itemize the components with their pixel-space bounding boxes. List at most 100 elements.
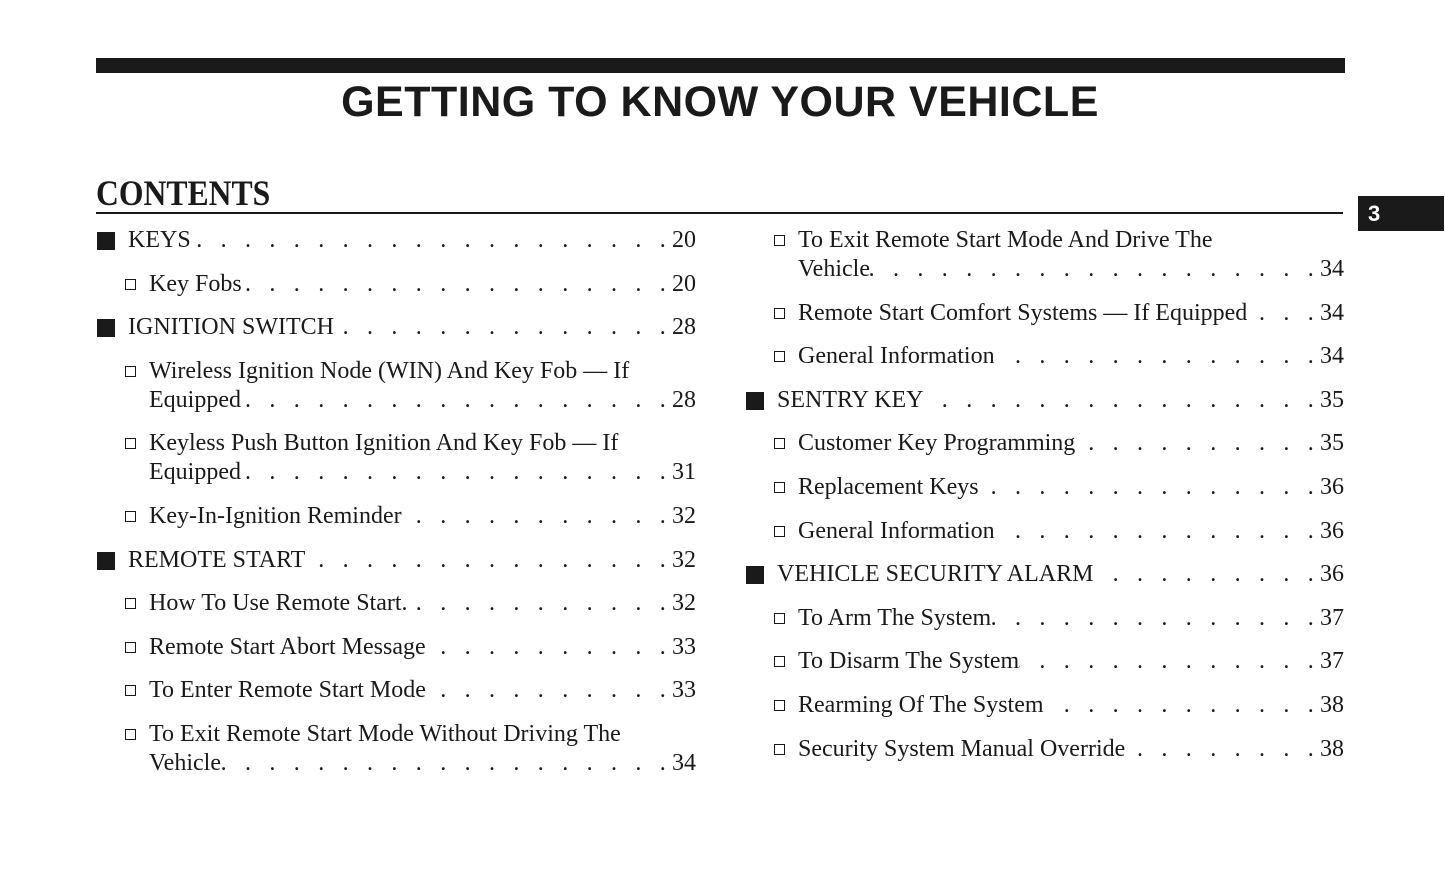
dot-leader: . . . . . . . . . . . . . . . . . . . . … [220,749,672,776]
hollow-square-bullet-icon [774,351,785,363]
hollow-square-bullet-icon [774,699,785,711]
toc-section-entry[interactable]: VEHICLE SECURITY ALARM. . . . . . . . . … [745,560,1344,589]
dot-leader: . . . . . . . . . . . . . . . . . . . . … [1125,735,1320,762]
dot-leader: . . . . . . . . . . . . . . . . . . . . … [870,256,1320,282]
entry-title: To Enter Remote Start Mode [149,677,426,704]
toc-section-entry[interactable]: REMOTE START. . . . . . . . . . . . . . … [96,546,696,575]
dot-leader: . . . . . . . . . . . . . . . . . . . . … [191,227,672,253]
toc-subsection-entry[interactable]: Rearming Of The System. . . . . . . . . … [745,691,1344,720]
toc-subsection-entry[interactable]: To Exit Remote Start Mode And Drive The V… [745,226,1344,284]
entry-title: Customer Key Programming [798,430,1076,457]
contents-rule [96,212,1343,214]
section-tab: 3 [1358,196,1444,231]
toc-left-column: KEYS. . . . . . . . . . . . . . . . . . … [96,226,696,793]
toc-subsection-entry[interactable]: To Disarm The System. . . . . . . . . . … [745,647,1344,676]
header-rule [96,58,1345,73]
toc-subsection-entry[interactable]: General Information. . . . . . . . . . .… [745,517,1344,546]
page-number: 34 [1320,299,1344,326]
dot-leader: . . . . . . . . . . . . . . . . . . . . … [923,386,1320,413]
dot-leader: . . . . . . . . . . . . . . . . . . . . … [1075,430,1320,457]
filled-square-bullet-icon [746,391,764,410]
dot-leader: . . . . . . . . . . . . . . . . . . . . … [241,386,672,413]
dot-leader: . . . . . . . . . . . . . . . . . . . . … [408,590,672,617]
hollow-square-bullet-icon [774,525,785,537]
page-number: 33 [672,677,696,704]
hollow-square-bullet-icon [125,510,136,522]
hollow-square-bullet-icon [774,656,785,668]
entry-title: Wireless Ignition Node (WIN) And Key Fob… [149,357,630,384]
entry-title: Equipped [149,459,241,486]
toc-subsection-entry[interactable]: General Information. . . . . . . . . . .… [745,342,1344,371]
toc-subsection-entry[interactable]: Keyless Push Button Ignition And Key Fob… [96,429,696,487]
toc-subsection-entry[interactable]: Key-In-Ignition Reminder. . . . . . . . … [96,502,696,531]
page-number: 32 [672,546,696,573]
toc-subsection-entry[interactable]: Remote Start Abort Message. . . . . . . … [96,633,696,662]
page-number: 35 [1320,386,1344,413]
hollow-square-bullet-icon [125,685,136,697]
toc-subsection-entry[interactable]: Key Fobs. . . . . . . . . . . . . . . . … [96,270,696,299]
page-number: 35 [1320,430,1344,457]
hollow-square-bullet-icon [774,235,785,246]
toc-subsection-entry[interactable]: Wireless Ignition Node (WIN) And Key Fob… [96,357,696,415]
page-number: 28 [672,314,696,341]
toc-right-column: To Exit Remote Start Mode And Drive The V… [745,226,1344,778]
toc-section-entry[interactable]: SENTRY KEY. . . . . . . . . . . . . . . … [745,386,1344,415]
entry-title: Remote Start Comfort Systems — If Equipp… [798,299,1248,326]
hollow-square-bullet-icon [774,307,785,319]
dot-leader: . . . . . . . . . . . . . . . . . . . . … [979,473,1320,500]
entry-title: Keyless Push Button Ignition And Key Fob… [149,430,619,457]
page-number: 20 [672,270,696,297]
toc-subsection-entry[interactable]: Replacement Keys. . . . . . . . . . . . … [745,473,1344,502]
hollow-square-bullet-icon [774,481,785,493]
page-number: 33 [672,633,696,660]
toc-subsection-entry[interactable]: To Exit Remote Start Mode Without Drivin… [96,720,696,778]
toc-subsection-entry[interactable]: Customer Key Programming. . . . . . . . … [745,429,1344,458]
hollow-square-bullet-icon [125,365,136,377]
toc-section-entry[interactable]: IGNITION SWITCH. . . . . . . . . . . . .… [96,313,696,342]
page-number: 36 [1320,561,1344,588]
page-number: 37 [1320,648,1344,675]
entry-title: Remote Start Abort Message [149,633,426,660]
dot-leader: . . . . . . . . . . . . . . . . . . . . … [426,633,672,660]
entry-title: To Exit Remote Start Mode And Drive The [798,227,1213,253]
hollow-square-bullet-icon [774,438,785,450]
entry-title: To Exit Remote Start Mode Without Drivin… [149,720,621,747]
toc-subsection-entry[interactable]: Security System Manual Override. . . . .… [745,735,1344,764]
entry-title: General Information [798,517,995,544]
entry-title: VEHICLE SECURITY ALARM [777,561,1094,588]
page-number: 36 [1320,517,1344,544]
dot-leader: . . . . . . . . . . . . . . . . . . . . … [402,502,672,529]
toc-section-entry[interactable]: KEYS. . . . . . . . . . . . . . . . . . … [96,226,696,255]
page-number: 31 [672,459,696,486]
toc-subsection-entry[interactable]: To Enter Remote Start Mode. . . . . . . … [96,676,696,705]
page-number: 34 [1320,343,1344,370]
dot-leader: . . . . . . . . . . . . . . . . . . . . … [1247,299,1320,326]
page-number: 20 [672,227,696,253]
hollow-square-bullet-icon [125,438,136,450]
entry-title: Rearming Of The System [798,691,1044,718]
entry-title: SENTRY KEY [777,386,924,413]
entry-title: KEYS [128,227,191,253]
dot-leader: . . . . . . . . . . . . . . . . . . . . … [1019,648,1320,675]
entry-title: Security System Manual Override [798,735,1126,762]
hollow-square-bullet-icon [774,743,785,755]
filled-square-bullet-icon [97,319,115,338]
contents-heading: CONTENTS [96,173,271,213]
toc-subsection-entry[interactable]: How To Use Remote Start.. . . . . . . . … [96,589,696,618]
filled-square-bullet-icon [746,566,764,585]
entry-title: Vehicle [149,749,221,776]
dot-leader: . . . . . . . . . . . . . . . . . . . . … [1044,691,1320,718]
entry-title: Key Fobs [149,270,242,297]
entry-title: Replacement Keys [798,473,979,500]
hollow-square-bullet-icon [125,598,136,610]
toc-subsection-entry[interactable]: To Arm The System. . . . . . . . . . . .… [745,604,1344,633]
toc-subsection-entry[interactable]: Remote Start Comfort Systems — If Equipp… [745,299,1344,328]
filled-square-bullet-icon [97,232,115,250]
page-title: GETTING TO KNOW YOUR VEHICLE [341,78,1099,126]
dot-leader: . . . . . . . . . . . . . . . . . . . . … [995,517,1320,544]
hollow-square-bullet-icon [774,612,785,624]
dot-leader: . . . . . . . . . . . . . . . . . . . . … [995,343,1320,370]
entry-title: REMOTE START [128,546,306,573]
entry-title: How To Use Remote Start. [149,590,408,617]
hollow-square-bullet-icon [125,728,136,740]
